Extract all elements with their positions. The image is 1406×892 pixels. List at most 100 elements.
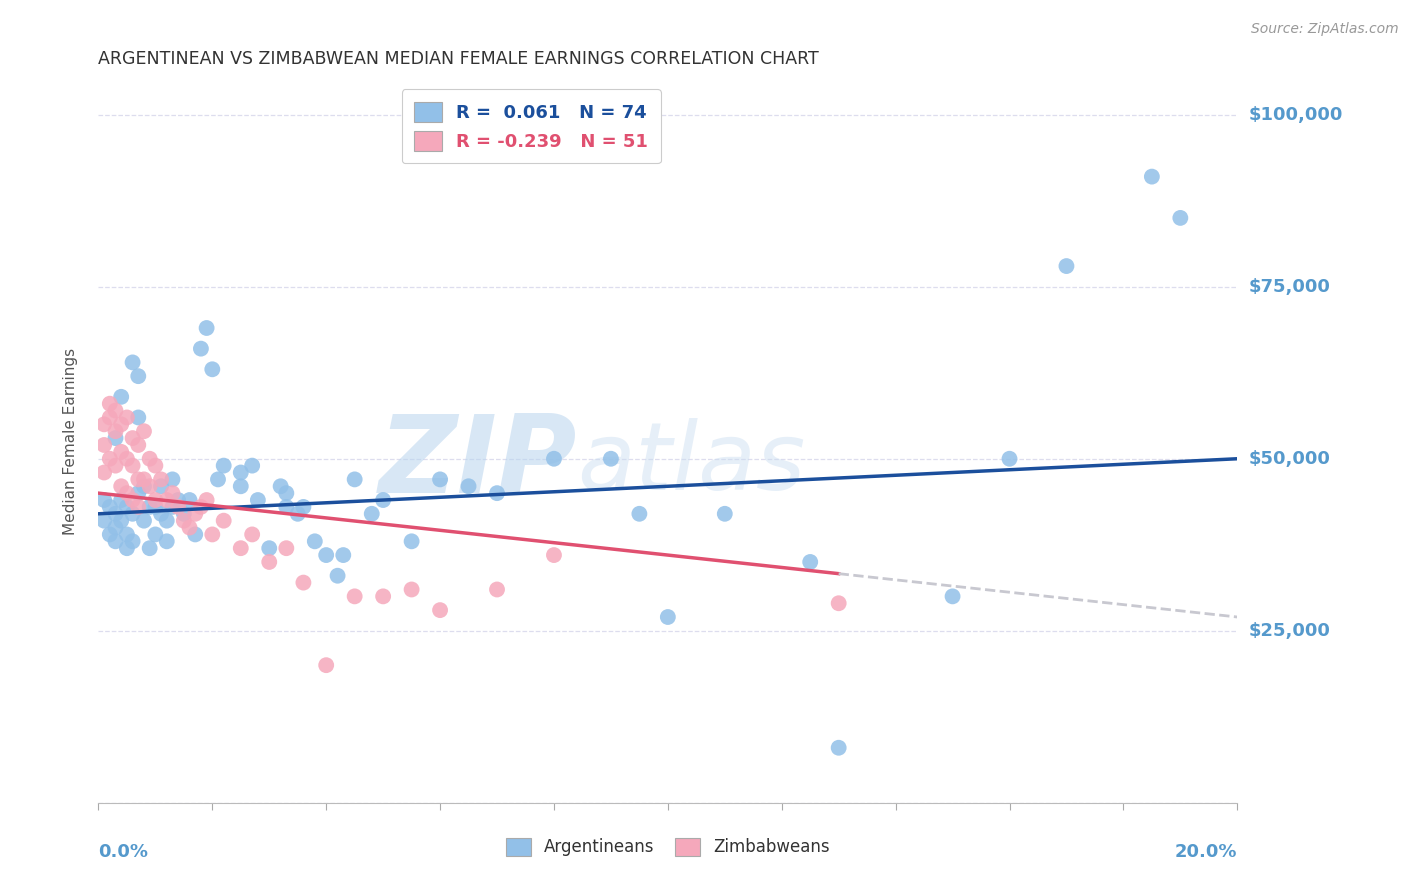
Point	[457, 479, 479, 493]
Point	[201, 362, 224, 376]
Point	[150, 472, 173, 486]
Point	[942, 590, 965, 604]
Text: ZIP: ZIP	[378, 410, 576, 516]
Point	[315, 658, 337, 673]
Point	[201, 527, 224, 541]
Text: $100,000: $100,000	[1249, 105, 1343, 124]
Y-axis label: Median Female Earnings: Median Female Earnings	[63, 348, 77, 535]
Point	[167, 493, 190, 508]
Point	[162, 486, 184, 500]
Point	[121, 493, 143, 508]
Point	[167, 500, 190, 514]
Point	[127, 486, 149, 500]
Point	[104, 458, 127, 473]
Point	[132, 472, 155, 486]
Text: ARGENTINEAN VS ZIMBABWEAN MEDIAN FEMALE EARNINGS CORRELATION CHART: ARGENTINEAN VS ZIMBABWEAN MEDIAN FEMALE …	[98, 50, 820, 68]
Point	[110, 417, 132, 432]
Text: 20.0%: 20.0%	[1175, 843, 1237, 861]
Point	[195, 321, 218, 335]
Point	[343, 590, 366, 604]
Point	[259, 541, 281, 556]
Point	[195, 493, 218, 508]
Point	[229, 541, 252, 556]
Point	[190, 342, 212, 356]
Point	[138, 451, 160, 466]
Point	[93, 514, 115, 528]
Point	[292, 500, 315, 514]
Point	[93, 417, 115, 432]
Point	[138, 500, 160, 514]
Point	[1056, 259, 1078, 273]
Point	[486, 582, 509, 597]
Point	[326, 568, 349, 582]
Point	[127, 410, 149, 425]
Point	[110, 390, 132, 404]
Point	[543, 548, 565, 562]
Point	[121, 507, 143, 521]
Point	[429, 472, 451, 486]
Point	[212, 514, 235, 528]
Point	[240, 527, 263, 541]
Point	[259, 555, 281, 569]
Point	[138, 541, 160, 556]
Point	[212, 458, 235, 473]
Text: $25,000: $25,000	[1249, 622, 1330, 640]
Point	[115, 451, 138, 466]
Point	[98, 410, 121, 425]
Point	[828, 596, 851, 610]
Text: $75,000: $75,000	[1249, 277, 1330, 296]
Point	[98, 451, 121, 466]
Point	[304, 534, 326, 549]
Point	[657, 610, 679, 624]
Point	[104, 403, 127, 417]
Point	[1170, 211, 1192, 225]
Point	[98, 397, 121, 411]
Point	[110, 445, 132, 459]
Point	[132, 514, 155, 528]
Point	[104, 534, 127, 549]
Point	[998, 451, 1021, 466]
Point	[121, 534, 143, 549]
Point	[184, 507, 207, 521]
Point	[240, 458, 263, 473]
Point	[292, 575, 315, 590]
Point	[332, 548, 354, 562]
Point	[184, 527, 207, 541]
Point	[115, 500, 138, 514]
Point	[110, 479, 132, 493]
Point	[115, 527, 138, 541]
Point	[127, 472, 149, 486]
Point	[145, 458, 167, 473]
Point	[104, 520, 127, 534]
Point	[276, 500, 298, 514]
Point	[132, 479, 155, 493]
Point	[115, 486, 138, 500]
Point	[600, 451, 623, 466]
Point	[179, 520, 201, 534]
Point	[373, 493, 395, 508]
Point	[127, 438, 149, 452]
Point	[98, 527, 121, 541]
Point	[401, 582, 423, 597]
Point	[179, 493, 201, 508]
Point	[343, 472, 366, 486]
Point	[110, 514, 132, 528]
Point	[429, 603, 451, 617]
Point	[229, 479, 252, 493]
Point	[373, 590, 395, 604]
Point	[276, 486, 298, 500]
Point	[121, 355, 143, 369]
Point	[98, 500, 121, 514]
Text: Source: ZipAtlas.com: Source: ZipAtlas.com	[1251, 22, 1399, 37]
Point	[401, 534, 423, 549]
Legend: Argentineans, Zimbabweans: Argentineans, Zimbabweans	[499, 831, 837, 863]
Point	[486, 486, 509, 500]
Point	[315, 548, 337, 562]
Point	[121, 431, 143, 445]
Point	[229, 466, 252, 480]
Point	[628, 507, 651, 521]
Point	[127, 500, 149, 514]
Text: 0.0%: 0.0%	[98, 843, 149, 861]
Point	[110, 493, 132, 508]
Point	[156, 514, 179, 528]
